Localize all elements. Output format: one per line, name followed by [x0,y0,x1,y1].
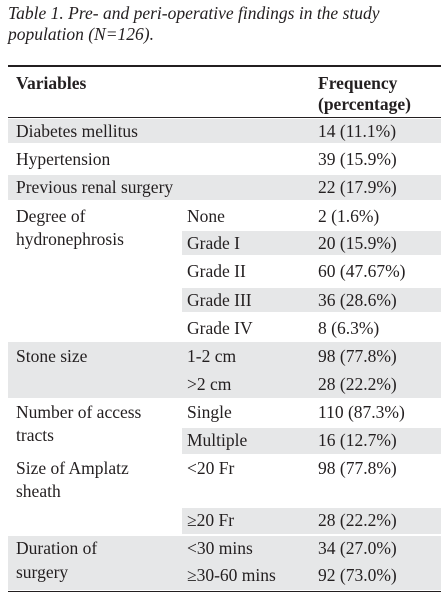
row-duration-lt30-value: 34 (27.0%) [318,538,397,558]
header-rule [8,117,441,118]
shade-amplatz-ge20 [182,508,441,534]
row-duration-label-line-1: Duration of [16,538,98,558]
shade-tracts-multiple [182,428,441,454]
caption-line-1: Table 1. Pre- and peri-operative finding… [8,3,380,23]
row-duration-lt30-sub: <30 mins [187,538,253,558]
shade-renal [8,175,441,200]
row-tracts-multiple-value: 16 (12.7%) [318,430,397,450]
row-tracts-single-sub: Single [187,402,232,422]
row-amplatz-lt20-sub: <20 Fr [187,458,235,478]
row-hydro-grade-3-value: 36 (28.6%) [318,290,397,310]
row-hydro-grade-2-sub: Grade II [187,261,246,281]
row-duration-label-line-2: surgery [16,562,69,582]
row-hydro-grade-1-value: 20 (15.9%) [318,233,397,253]
row-hydro-grade-1-sub: Grade I [187,233,240,253]
row-tracts-label-line-1: Number of access [16,402,142,422]
row-stone-label: Stone size [16,346,88,366]
row-stone-1-2cm-sub: 1-2 cm [187,346,237,366]
header-frequency-line-1: Frequency [318,73,398,93]
shade-duration [8,536,441,590]
shade-stone-size [8,342,441,398]
row-tracts-label-line-2: tracts [16,425,54,445]
row-renal-value: 22 (17.9%) [318,177,397,197]
row-amplatz-label-line-2: sheath [16,481,61,501]
row-hypertension-value: 39 (15.9%) [318,149,397,169]
row-hydro-grade-2-value: 60 (47.67%) [318,261,406,281]
row-renal-label: Previous renal surgery [16,177,174,197]
row-hypertension-label: Hypertension [16,149,111,169]
top-rule [8,65,441,67]
row-tracts-single-value: 110 (87.3%) [318,402,405,422]
row-stone-1-2cm-value: 98 (77.8%) [318,346,397,366]
row-diabetes-value: 14 (11.1%) [318,121,397,141]
row-amplatz-ge20-sub: ≥20 Fr [187,510,235,530]
shade-hydro-grade-3 [182,288,441,312]
row-tracts-multiple-sub: Multiple [187,430,248,450]
shade-hydro-grade-1 [182,231,441,255]
row-hydro-grade-4-sub: Grade IV [187,318,253,338]
row-hydro-none-value: 2 (1.6%) [318,206,380,226]
row-hydro-grade-3-sub: Grade III [187,290,252,310]
header-variables: Variables [16,73,87,93]
shade-diabetes [8,119,441,143]
row-hydro-label-line-1: Degree of [16,206,86,226]
row-hydro-none-sub: None [187,206,225,226]
header-frequency-line-2: (percentage) [318,94,411,114]
row-hydro-label-line-2: hydronephrosis [16,229,124,249]
row-amplatz-lt20-value: 98 (77.8%) [318,458,397,478]
row-stone-gt2cm-sub: >2 cm [187,374,232,394]
row-duration-30-60-value: 92 (73.0%) [318,565,397,585]
row-stone-gt2cm-value: 28 (22.2%) [318,374,397,394]
row-amplatz-ge20-value: 28 (22.2%) [318,510,397,530]
row-amplatz-label-line-1: Size of Amplatz [16,458,129,478]
row-hydro-grade-4-value: 8 (6.3%) [318,318,380,338]
bottom-rule [8,591,441,592]
row-duration-30-60-sub: ≥30-60 mins [187,565,276,585]
row-diabetes-label: Diabetes mellitus [16,121,138,141]
table-caption: Table 1. Pre- and peri-operative finding… [8,3,444,45]
caption-line-2: population (N=126). [8,24,154,44]
